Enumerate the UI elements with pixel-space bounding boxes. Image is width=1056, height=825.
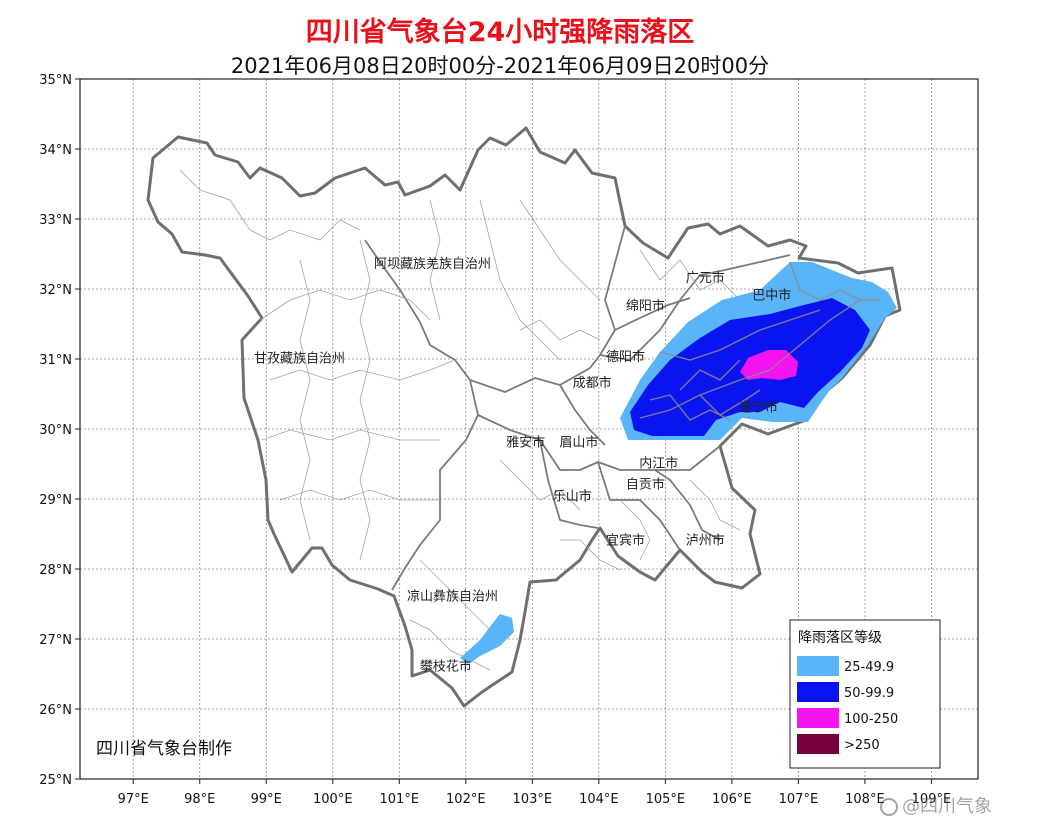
map-subtitle: 2021年06月08日20时00分-2021年06月09日20时00分 <box>230 54 770 78</box>
lon-tick-label: 107°E <box>779 792 819 807</box>
lat-tick-label: 34°N <box>39 143 72 158</box>
lat-tick-label: 30°N <box>39 423 72 438</box>
legend-items: 25-49.9 50-99.9 100-250 >250 <box>797 656 898 754</box>
map-title: 四川省气象台24小时强降雨落区 <box>305 17 695 48</box>
rainfall-areas <box>460 262 897 664</box>
lon-tick-label: 106°E <box>712 792 752 807</box>
sichuan-province-boundary <box>146 126 902 708</box>
legend-label: 100-250 <box>844 712 898 727</box>
region-label: 德阳市 <box>606 349 645 365</box>
lat-tick-label: 29°N <box>39 493 72 508</box>
lon-tick-label: 97°E <box>118 792 149 807</box>
lat-tick-label: 35°N <box>39 73 72 88</box>
latitude-labels: 35°N 34°N 33°N 32°N 31°N 30°N 29°N 28°N 27°N 26°N… <box>39 73 72 788</box>
region-label: 甘孜藏族自治州 <box>254 351 345 367</box>
lat-tick-label: 27°N <box>39 633 72 648</box>
longitude-labels: 97°E 98°E 99°E 100°E 101°E 102°E 103°E 104°E 105… <box>118 792 952 807</box>
lat-tick-label: 31°N <box>39 353 72 368</box>
region-label: 绵阳市 <box>626 298 665 314</box>
region-label: 泸州市 <box>686 533 725 549</box>
region-label: 攀枝花市 <box>420 659 472 675</box>
lat-tick-label: 32°N <box>39 283 72 298</box>
lon-tick-label: 108°E <box>845 792 885 807</box>
lat-tick-label: 25°N <box>39 773 72 788</box>
lon-tick-label: 105°E <box>646 792 686 807</box>
legend-title: 降雨落区等级 <box>798 629 882 646</box>
boundaries-overlay <box>639 261 880 421</box>
region-label: 乐山市 <box>553 488 592 504</box>
region-label: 内江市 <box>639 456 678 472</box>
lat-tick-label: 26°N <box>39 703 72 718</box>
region-label: 巴中市 <box>752 288 791 304</box>
region-label: 广元市 <box>686 270 725 286</box>
lon-tick-label: 109°E <box>912 792 952 807</box>
map-frame <box>79 78 979 780</box>
legend-swatch <box>797 656 839 676</box>
producer-note: 四川省气象台制作 <box>96 739 232 759</box>
lon-tick-label: 102°E <box>446 792 486 807</box>
lat-tick-label: 28°N <box>39 563 72 578</box>
rain-area-25-49.9-south <box>460 614 514 664</box>
lon-tick-label: 104°E <box>579 792 619 807</box>
rain-area-100-250 <box>740 350 798 380</box>
region-label: 成都市 <box>573 375 612 391</box>
lon-tick-label: 98°E <box>184 792 215 807</box>
legend-label: 25-49.9 <box>844 660 894 675</box>
region-label: 宜宾市 <box>606 533 645 549</box>
lon-tick-label: 99°E <box>251 792 282 807</box>
region-label: 眉山市 <box>559 435 598 451</box>
region-label: 自贡市 <box>626 477 665 493</box>
region-label: 遂宁市 <box>739 400 778 416</box>
weibo-watermark: @四川气象 <box>880 792 992 818</box>
lon-tick-label: 101°E <box>380 792 420 807</box>
legend-swatch <box>797 708 839 728</box>
weibo-logo-icon <box>880 798 898 816</box>
county-boundaries <box>179 169 741 671</box>
legend: 降雨落区等级 25-49.9 50-99.9 100-250 >250 <box>789 619 941 769</box>
lon-tick-label: 103°E <box>513 792 553 807</box>
region-label: 阿坝藏族羌族自治州 <box>374 256 491 272</box>
legend-label: >250 <box>844 738 880 753</box>
lon-tick-label: 100°E <box>313 792 353 807</box>
legend-swatch <box>797 682 839 702</box>
legend-swatch <box>797 734 839 754</box>
watermark-text: @四川气象 <box>902 796 992 817</box>
legend-label: 50-99.9 <box>844 686 894 701</box>
region-label: 凉山彝族自治州 <box>407 589 498 605</box>
region-label: 雅安市 <box>506 435 545 451</box>
lat-tick-label: 33°N <box>39 213 72 228</box>
